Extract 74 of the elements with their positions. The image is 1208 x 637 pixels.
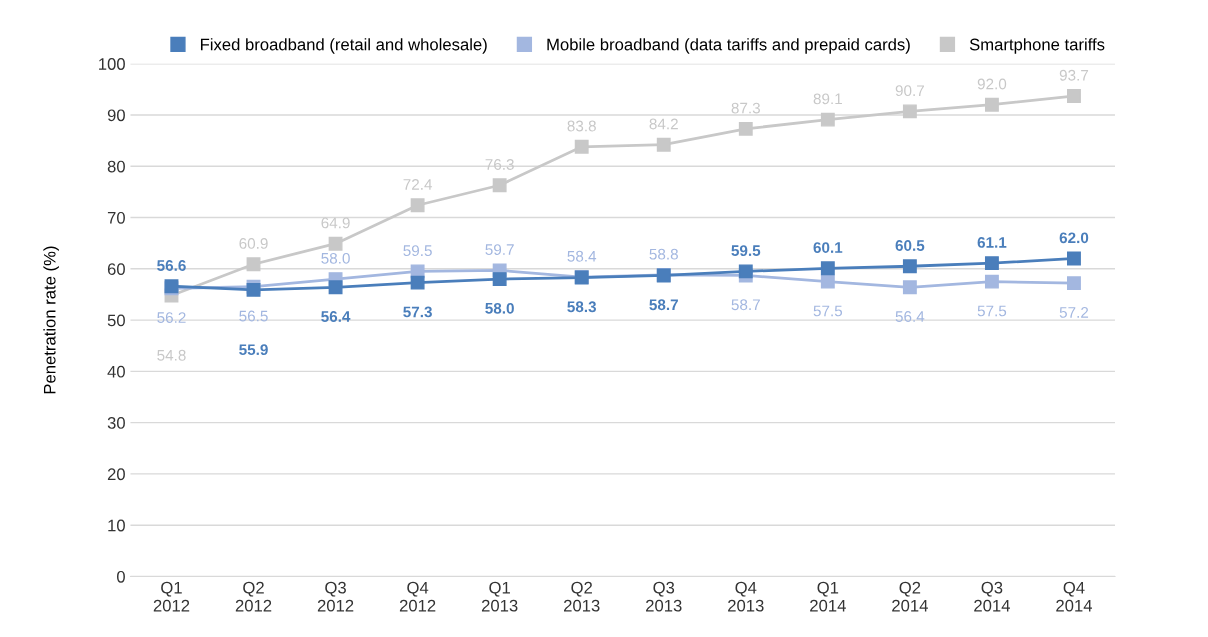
data-label: 60.5 xyxy=(895,240,925,251)
point xyxy=(1067,276,1081,291)
point xyxy=(410,198,425,213)
x-tick-label: Q2 2014 xyxy=(892,581,928,612)
data-label: 58.7 xyxy=(649,299,678,311)
legend-label: Smartphone tariffs xyxy=(969,38,1105,54)
data-label: 59.5 xyxy=(731,245,761,257)
x-tick-label: Q1 2013 xyxy=(481,581,518,612)
point xyxy=(492,272,507,287)
x-tick-label: Q4 2012 xyxy=(399,581,436,612)
data-label: 56.5 xyxy=(239,310,268,322)
point xyxy=(902,280,917,295)
point xyxy=(984,97,999,112)
point xyxy=(984,256,999,271)
x-tick-label: Q3 2014 xyxy=(974,581,1010,612)
point xyxy=(1067,89,1081,103)
y-tick-label: 100 xyxy=(99,58,125,70)
x-tick-label: Q3 2013 xyxy=(646,581,682,612)
point xyxy=(410,275,425,290)
data-label: 56.6 xyxy=(157,260,186,271)
point xyxy=(492,178,507,193)
point xyxy=(246,257,261,272)
point xyxy=(820,261,835,276)
point xyxy=(902,104,917,119)
y-tick-label: 30 xyxy=(107,417,125,429)
data-label: 58.8 xyxy=(649,248,678,260)
data-label: 58.0 xyxy=(321,252,350,264)
point xyxy=(820,112,835,127)
point xyxy=(902,259,917,274)
data-label: 58.4 xyxy=(567,250,597,262)
data-label: 56.2 xyxy=(157,312,186,323)
y-tick-label: 70 xyxy=(107,211,125,224)
y-tick-label: 40 xyxy=(107,365,125,378)
data-label: 56.4 xyxy=(895,311,925,322)
point xyxy=(820,274,835,289)
x-tick-label: Q4 2013 xyxy=(728,581,764,612)
x-tick-label: Q1 2014 xyxy=(810,581,846,612)
y-tick-label: 0 xyxy=(116,570,125,583)
data-label: 56.4 xyxy=(321,311,351,322)
y-tick-label: 20 xyxy=(107,468,125,481)
data-label: 59.5 xyxy=(403,245,432,257)
data-label: 58.0 xyxy=(485,302,514,314)
data-label: 60.1 xyxy=(813,242,843,253)
data-label: 57.2 xyxy=(1059,307,1089,318)
data-label: 61.1 xyxy=(977,237,1007,248)
y-tick-label: 60 xyxy=(107,263,125,276)
y-tick-label: 80 xyxy=(107,160,125,173)
x-tick-label: Q1 2012 xyxy=(153,581,190,612)
x-tick-label: Q3 2012 xyxy=(317,581,354,612)
x-tick-label: Q2 2013 xyxy=(564,581,600,612)
y-axis-title: Penetration rate (%) xyxy=(43,246,59,394)
y-tick-label: 90 xyxy=(107,109,125,122)
data-label: 57.5 xyxy=(813,305,843,317)
y-tick-label: 50 xyxy=(107,314,125,327)
point xyxy=(656,137,671,152)
data-label: 58.7 xyxy=(731,299,760,311)
point xyxy=(1067,251,1081,266)
point xyxy=(574,139,589,154)
point xyxy=(328,280,343,295)
data-label: 55.9 xyxy=(239,344,268,356)
point xyxy=(984,274,999,289)
point xyxy=(738,264,753,279)
data-label: 57.3 xyxy=(403,306,432,318)
data-label: 59.7 xyxy=(485,244,514,256)
point xyxy=(738,121,753,136)
legend-label: Mobile broadband (data tariffs and prepaid cards) xyxy=(547,38,910,54)
data-label: 58.3 xyxy=(567,301,597,313)
data-label: 62.0 xyxy=(1059,232,1089,244)
x-tick-label: Q4 2014 xyxy=(1056,581,1093,612)
point xyxy=(328,236,343,251)
data-label: 57.5 xyxy=(977,305,1007,317)
legend-label: Fixed broadband (retail and wholesale) xyxy=(200,38,487,54)
x-tick-label: Q2 2012 xyxy=(235,581,272,612)
y-tick-label: 10 xyxy=(108,519,125,532)
